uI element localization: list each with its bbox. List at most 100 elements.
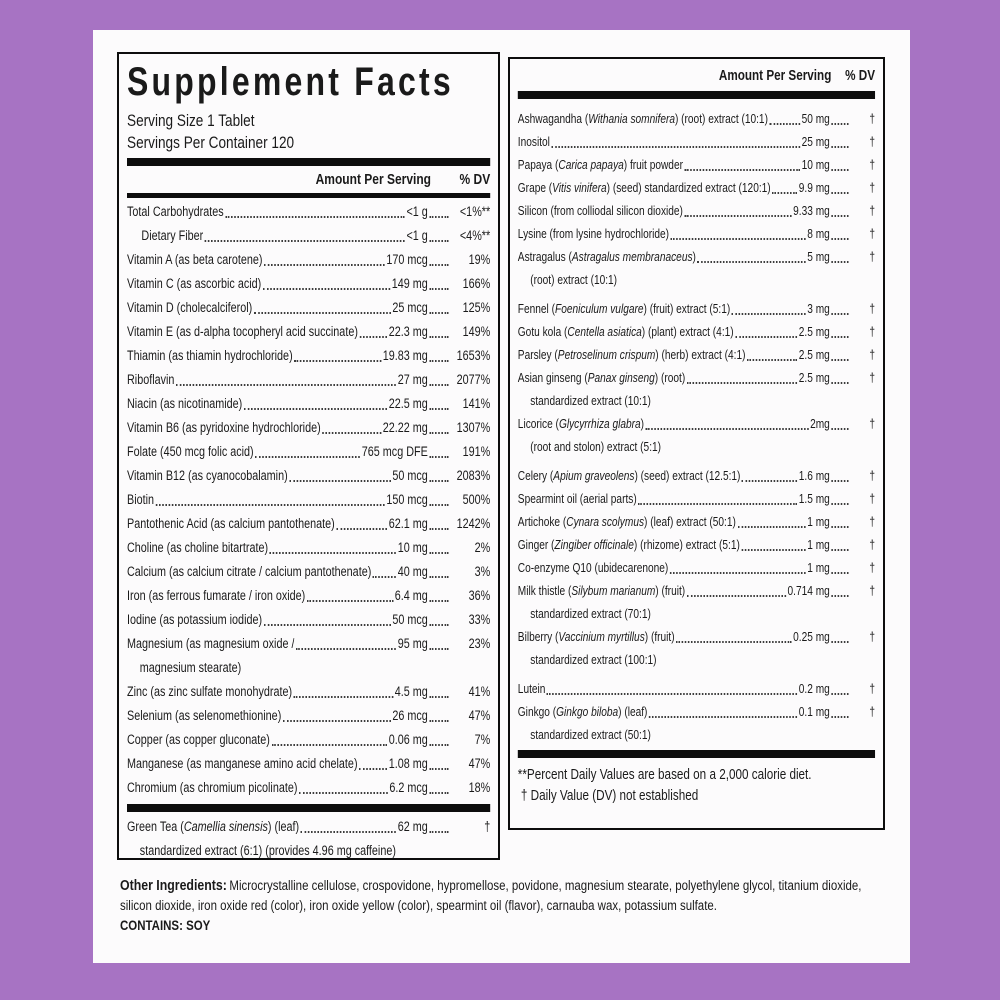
amount-value: 765 mcg DFE — [361, 443, 428, 459]
daily-value: † — [869, 347, 876, 362]
daily-value: 1653% — [456, 347, 491, 363]
dotted-leader — [669, 572, 806, 574]
daily-value: † — [869, 324, 876, 339]
ingredient-name: Magnesium (as magnesium oxide / — [127, 635, 295, 651]
amount-value: 6.4 mg — [394, 587, 428, 603]
ingredient-name: Fennel (Foeniculum vulgare) (fruit) extr… — [517, 301, 731, 316]
dotted-leader — [204, 239, 405, 242]
dotted-leader — [831, 382, 849, 384]
table-row: Chromium (as chromium picolinate) 6.2 mcg… — [127, 776, 490, 800]
left-facts-panel: Supplement Facts Serving Size 1 Tablet S… — [117, 52, 500, 860]
dotted-leader — [686, 382, 798, 384]
dotted-leader — [225, 215, 405, 218]
dotted-leader — [831, 480, 849, 482]
ingredient-name: Biotin — [127, 491, 155, 507]
dotted-leader — [429, 743, 449, 746]
ingredient-name: Artichoke (Cynara scolymus) (leaf) extra… — [517, 514, 736, 529]
amount-value: 50 mg — [801, 111, 830, 126]
other-ingredients-section: Other Ingredients: Microcrystalline cellu… — [120, 876, 896, 936]
dotted-leader — [372, 575, 397, 578]
dotted-leader — [429, 455, 449, 458]
amount-value: 6.2 mcg — [389, 779, 428, 795]
table-row: Inositol 25 mg † — [518, 130, 875, 153]
daily-value: 36% — [468, 587, 491, 603]
dotted-leader — [429, 719, 449, 722]
ingredient-name: Licorice (Glycyrrhiza glabra) — [517, 416, 645, 431]
ingredient-name: Parsley (Petroselinum crispum) (herb) ex… — [517, 347, 746, 362]
dotted-leader — [271, 743, 388, 746]
dotted-leader — [269, 551, 397, 554]
table-row: Ginkgo (Ginkgo biloba) (leaf) 0.1 mg † stan… — [518, 700, 875, 746]
daily-value: 18% — [468, 779, 491, 795]
divider-bar — [127, 157, 491, 166]
botanical-rows: Ashwagandha (Withania somnifera) (root) … — [518, 107, 875, 746]
amount-value: 19.83 mg — [382, 347, 428, 363]
amount-value: 22.22 mg — [382, 419, 428, 435]
dotted-leader — [831, 215, 849, 217]
amount-value: <1 g — [406, 203, 428, 219]
percent-dv-header: % DV — [459, 170, 491, 188]
dotted-leader — [176, 383, 397, 386]
daily-value: † — [869, 681, 876, 696]
dotted-leader — [429, 287, 449, 290]
daily-value: 2077% — [456, 371, 491, 387]
table-row: Folate (450 mcg folic acid) 765 mcg DFE 19… — [127, 440, 490, 464]
other-ingredients-content: Other Ingredients: Microcrystalline cellu… — [120, 876, 896, 936]
ingredient-name: Choline (as choline bitartrate) — [127, 539, 269, 555]
other-ingredients-paragraph: Other Ingredients: Microcrystalline cellu… — [120, 876, 896, 916]
dotted-leader — [429, 335, 449, 338]
amount-value: 62.1 mg — [388, 515, 428, 531]
table-row: Iodine (as potassium iodide) 50 mcg 33% — [127, 608, 490, 632]
daily-value: † — [869, 157, 876, 172]
dotted-leader — [293, 695, 394, 698]
daily-value: † — [869, 226, 876, 241]
ingredient-name: Folate (450 mcg folic acid) — [127, 443, 254, 459]
table-row: Grape (Vitis vinifera) (seed) standardiz… — [518, 176, 875, 199]
left-panel-content: Supplement Facts Serving Size 1 Tablet S… — [119, 54, 498, 863]
ingredient-name: Manganese (as manganese amino acid chela… — [127, 755, 358, 771]
servings-per-container-text: Servings Per Container 120 — [127, 132, 295, 152]
dotted-leader — [264, 263, 385, 266]
amount-per-serving-header: Amount Per Serving — [718, 67, 832, 84]
dotted-leader — [155, 503, 385, 506]
daily-value: † — [869, 134, 876, 149]
ingredient-name: Milk thistle (Silybum marianum) (fruit) — [517, 583, 686, 598]
daily-value: 3% — [474, 563, 491, 579]
amount-value: 9.9 mg — [798, 180, 830, 195]
green-tea-rows: Green Tea (Camellia sinensis) (leaf) 62 m… — [127, 815, 490, 863]
dotted-leader — [429, 695, 449, 698]
dotted-leader — [831, 261, 849, 263]
daily-value: 125% — [462, 299, 491, 315]
ingredient-name: Celery (Apium graveolens) (seed) extract… — [517, 468, 741, 483]
column-header: Amount Per Serving % DV — [127, 169, 491, 191]
table-row: Papaya (Carica papaya) fruit powder 10 mg… — [518, 153, 875, 176]
ingredient-name-line2: magnesium stearate) — [139, 659, 242, 675]
ingredient-name-line2: standardized extract (70:1) — [530, 606, 651, 621]
right-facts-panel: Amount Per Serving % DV Ashwagandha (Wit… — [508, 57, 885, 830]
dotted-leader — [243, 407, 388, 410]
daily-value: † — [869, 514, 876, 529]
ingredient-name-line2: standardized extract (50:1) — [530, 727, 651, 742]
daily-value: † — [869, 468, 876, 483]
amount-value: 22.5 mg — [388, 395, 428, 411]
dotted-leader — [336, 527, 388, 530]
dotted-leader — [831, 549, 849, 551]
table-row: Asian ginseng (Panax ginseng) (root) 2.5 … — [518, 366, 875, 412]
dotted-leader — [638, 503, 798, 505]
ingredient-name: Astragalus (Astragalus membranaceus) — [517, 249, 696, 264]
ingredient-name: Lysine (from lysine hydrochloride) — [517, 226, 670, 241]
table-row: Iron (as ferrous fumarate / iron oxide) 6… — [127, 584, 490, 608]
amount-value: 5 mg — [807, 249, 830, 264]
dotted-leader — [253, 311, 391, 314]
amount-value: 27 mg — [397, 371, 428, 387]
dotted-leader — [359, 767, 388, 770]
daily-value: 19% — [468, 251, 491, 267]
dotted-leader — [831, 238, 849, 240]
table-row: Silicon (from colliodal silicon dioxide)… — [518, 199, 875, 222]
dotted-leader — [676, 641, 792, 643]
amount-value: 0.714 mg — [787, 583, 830, 598]
amount-value: 50 mcg — [392, 611, 428, 627]
daily-value: † — [869, 180, 876, 195]
amount-per-serving-header: Amount Per Serving — [315, 170, 431, 188]
table-row: Dietary Fiber <1 g <4%** — [127, 224, 490, 248]
